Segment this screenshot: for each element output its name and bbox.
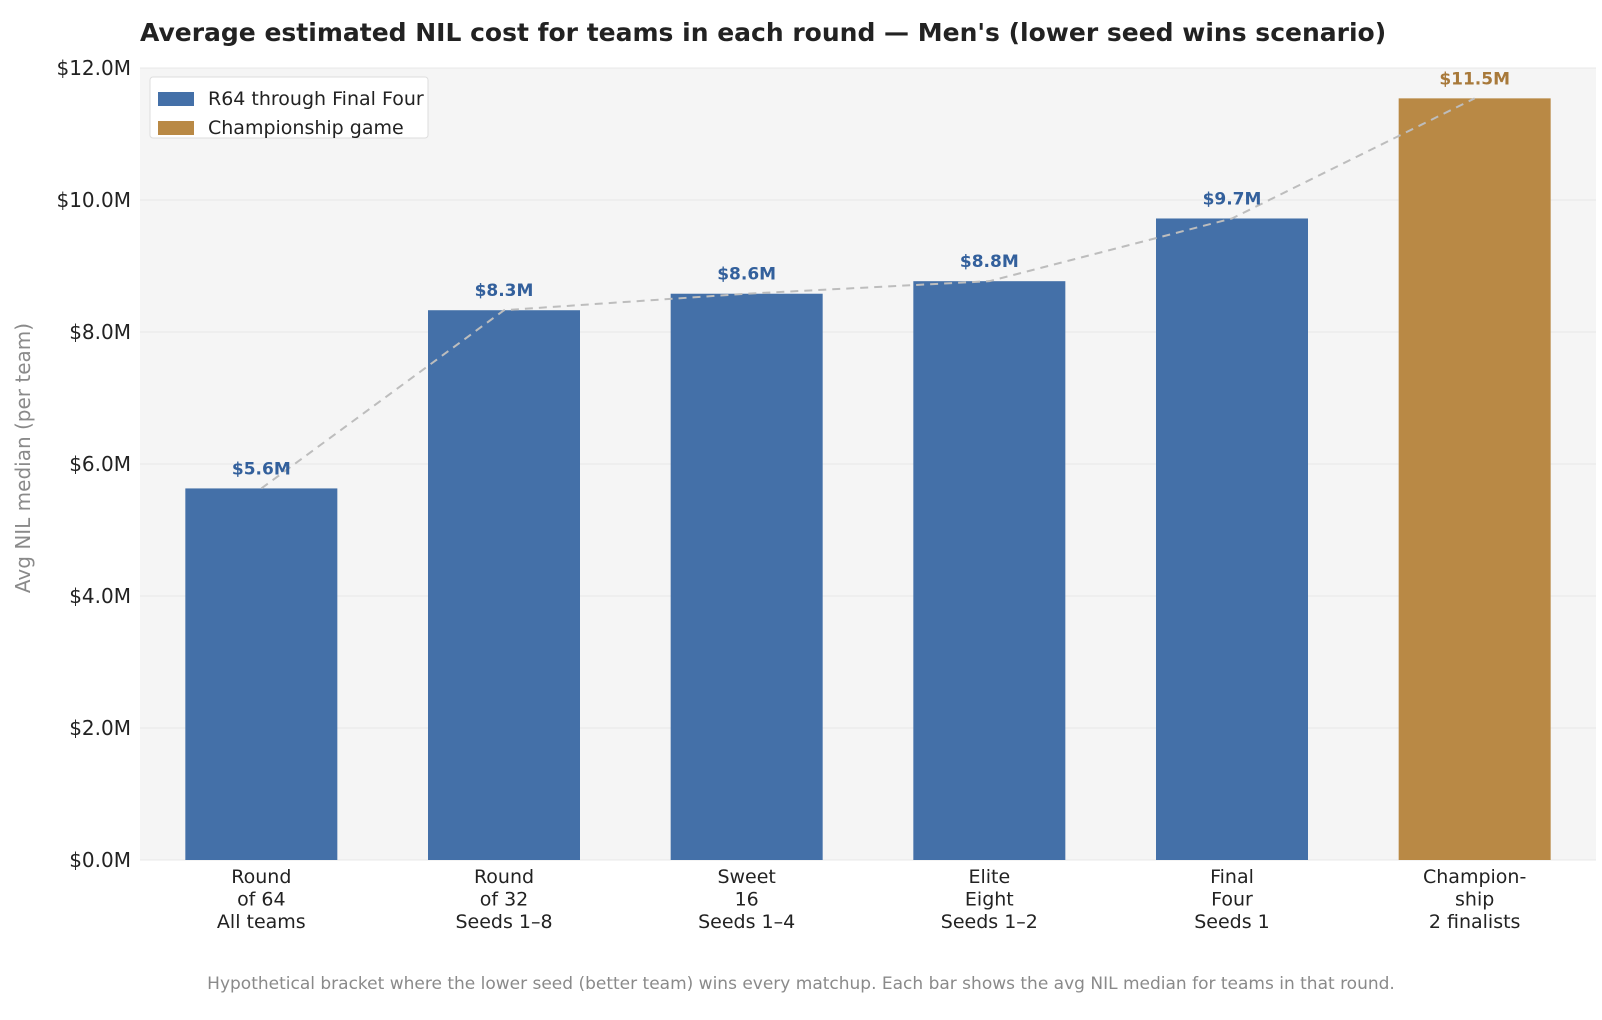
legend-box [149,76,429,139]
x-tick-label-line: Seeds 1–2 [941,911,1038,933]
x-tick-label-line: ship [1455,889,1494,911]
y-tick-label: $8.0M [69,320,131,344]
legend-label: R64 through Final Four [208,88,424,110]
x-tick-label-line: 16 [735,889,759,911]
trend-line [260,97,1476,490]
x-tick-label-line: Final [1210,866,1254,888]
x-tick-label-line: Round [474,866,534,888]
legend-swatch [158,92,194,106]
y-axis-label: Avg NIL median (per team) [11,323,35,593]
x-tick-label-line: Champion- [1423,866,1526,888]
x-tick-label-line: 2 finalists [1429,911,1521,933]
bar [185,488,338,860]
x-tick-label-line: Elite [968,866,1010,888]
x-tick-label-line: Seeds 1 [1194,911,1270,933]
y-tick-label: $0.0M [69,848,131,872]
chart-caption: Hypothetical bracket where the lower see… [207,974,1395,994]
x-tick-label-line: Sweet [717,866,775,888]
bar-value-label: $8.6M [717,265,776,285]
legend-swatch [158,121,194,135]
bar-value-label: $8.3M [475,281,534,301]
x-tick-label: Final Four Seeds 1 [1194,866,1270,933]
bar [428,310,580,861]
y-tick-label: $10.0M [56,188,131,212]
x-tick-label-line: Seeds 1–8 [455,911,552,933]
x-tick-label: Sweet 16 Seeds 1–4 [698,866,795,933]
x-tick-label-line: of 64 [237,889,286,911]
bar [913,281,1066,860]
bar-value-label: $5.6M [232,459,291,479]
x-tick-label: Elite Eight Seeds 1–2 [941,866,1038,933]
bar [1398,98,1551,861]
y-tick-label: $2.0M [69,716,131,740]
x-tick-label-line: Four [1211,889,1253,911]
x-tick-label: Round of 64 All teams [217,866,306,933]
x-tick-label-line: All teams [217,911,306,933]
x-tick-label-line: Eight [965,889,1014,911]
x-tick-label: Round of 32 Seeds 1–8 [455,866,552,933]
bar-value-label: $9.7M [1203,189,1262,209]
x-tick-label: Champion-ship 2 finalists [1423,866,1526,933]
x-tick-label-line: of 32 [480,889,529,911]
y-tick-label: $6.0M [69,452,131,476]
chart-title: Average estimated NIL cost for teams in … [140,18,1387,47]
bar-value-label: $8.8M [960,252,1019,272]
x-tick-label-line: Seeds 1–4 [698,911,795,933]
x-tick-label-line: Round [231,866,291,888]
bar-value-label: $11.5M [1439,69,1510,89]
legend-label: Championship game [208,117,404,139]
y-tick-label: $12.0M [56,56,131,80]
bar [1156,218,1308,861]
y-tick-label: $4.0M [69,584,131,608]
bar [670,293,823,861]
